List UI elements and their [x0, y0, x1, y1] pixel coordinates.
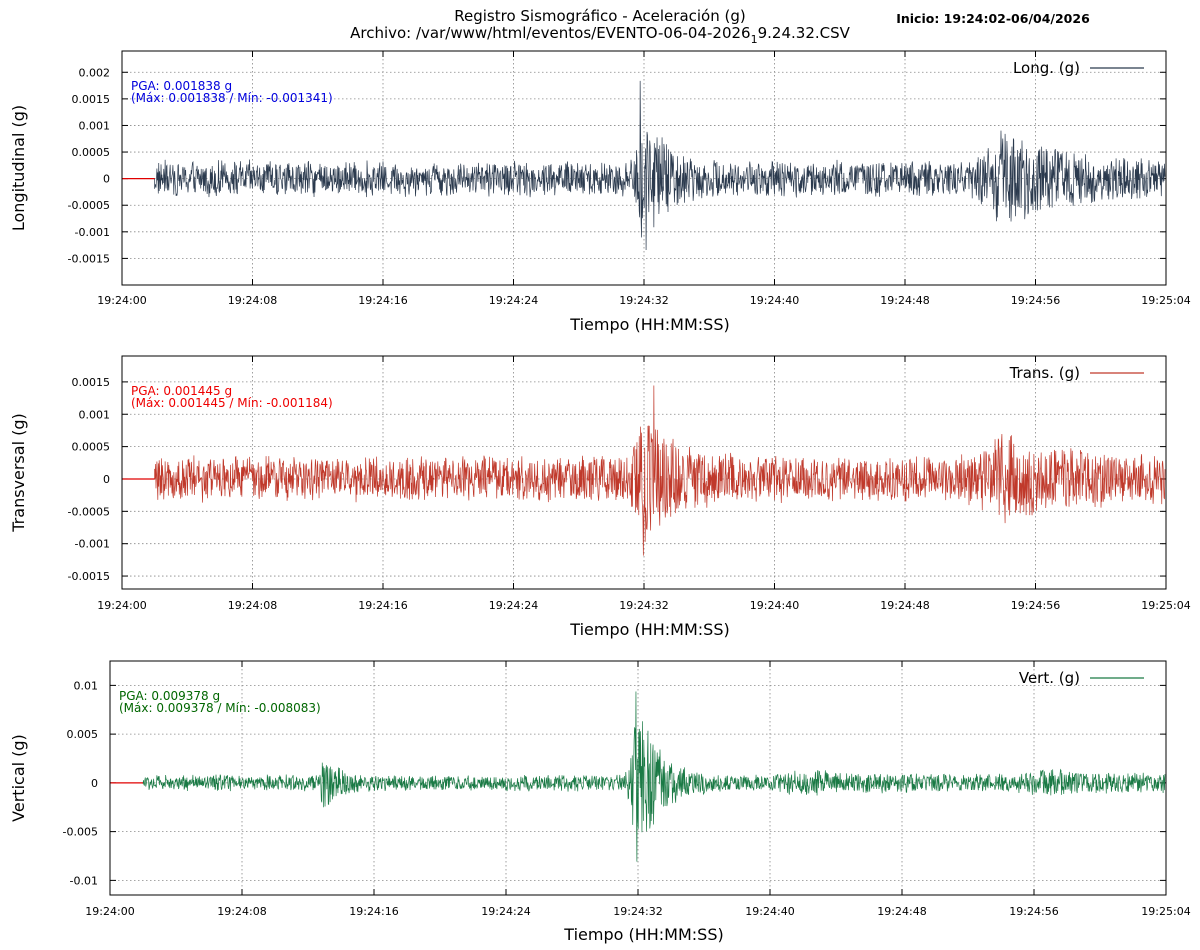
x-axis-title: Tiempo (HH:MM:SS) [563, 925, 723, 944]
plot-frame [121, 355, 1167, 590]
series-line-1 [122, 385, 1166, 556]
pga-annotation: PGA: 0.001838 g [131, 79, 232, 93]
range-annotation: (Máx: 0.009378 / Mín: -0.008083) [119, 701, 321, 715]
panel-longitudinal: 19:24:00 19:24:08 19:24:16 19:24:24 19:24:32… [9, 50, 1191, 334]
x-tick-label-19-24-40: 19:24:40 [745, 905, 794, 918]
y-tick-label-0-0015: -0.0015 [68, 570, 110, 583]
x-tick-label-19-25-04: 19:25:04 [1141, 905, 1190, 918]
x-tick-label-19-24-00: 19:24:00 [97, 294, 146, 307]
panel-vertical: 19:24:00 19:24:08 19:24:16 19:24:24 19:24:32… [9, 660, 1191, 944]
x-tick-label-19-24-40: 19:24:40 [750, 294, 799, 307]
x-tick-label-19-24-48: 19:24:48 [877, 905, 926, 918]
y-axis-title: Transversal (g) [9, 413, 28, 532]
y-axis-title: Longitudinal (g) [9, 105, 28, 231]
x-tick-label-19-24-00: 19:24:00 [85, 905, 134, 918]
range-annotation: (Máx: 0.001445 / Mín: -0.001184) [131, 396, 333, 410]
y-tick-label-0-001: -0.001 [75, 538, 110, 551]
legend: Vert. (g) [1019, 669, 1144, 687]
legend: Trans. (g) [1009, 364, 1144, 382]
range-annotation: (Máx: 0.001838 / Mín: -0.001341) [131, 91, 333, 105]
y-tick-label-0: 0 [91, 777, 98, 790]
x-tick-label-19-24-32: 19:24:32 [613, 905, 662, 918]
x-tick-label-19-24-40: 19:24:40 [750, 599, 799, 612]
file-path-suffix: 9.24.32.CSV [758, 24, 851, 42]
x-tick-label-19-24-48: 19:24:48 [880, 294, 929, 307]
file-path: Archivo: /var/www/html/eventos/EVENTO-06… [350, 24, 851, 46]
legend: Long. (g) [1013, 59, 1144, 77]
x-tick-label-19-24-24: 19:24:24 [481, 905, 530, 918]
y-tick-label-0: 0 [103, 173, 110, 186]
y-tick-label-0-005: 0.005 [67, 728, 99, 741]
panel-transversal: 19:24:00 19:24:08 19:24:16 19:24:24 19:24:32… [9, 355, 1191, 639]
x-tick-label-19-24-32: 19:24:32 [619, 599, 668, 612]
file-path-prefix: Archivo: /var/www/html/eventos/EVENTO-06… [350, 24, 751, 42]
y-tick-label-0-0005: 0.0005 [72, 146, 111, 159]
x-tick-label-19-24-56: 19:24:56 [1011, 599, 1060, 612]
y-tick-label-0-002: 0.002 [79, 66, 111, 79]
y-tick-label-0-001: 0.001 [79, 408, 111, 421]
x-tick-label-19-24-16: 19:24:16 [349, 905, 398, 918]
legend-label: Long. (g) [1013, 59, 1080, 77]
file-path-subscript: 1 [751, 33, 758, 46]
x-tick-label-19-25-04: 19:25:04 [1141, 599, 1190, 612]
legend-label: Vert. (g) [1019, 669, 1080, 687]
y-tick-label-0-0015: -0.0015 [68, 252, 110, 265]
x-tick-label-19-24-48: 19:24:48 [880, 599, 929, 612]
start-time-label: Inicio: 19:24:02-06/04/2026 [896, 11, 1090, 26]
x-tick-label-19-24-56: 19:24:56 [1009, 905, 1058, 918]
x-tick-label-19-25-04: 19:25:04 [1141, 294, 1190, 307]
plot-frame [109, 660, 1167, 896]
y-tick-label-0-0005: 0.0005 [72, 441, 111, 454]
y-tick-label-0-001: 0.001 [79, 119, 111, 132]
y-tick-label-0-01: -0.01 [70, 874, 98, 887]
y-tick-label-0-0005: -0.0005 [68, 199, 110, 212]
y-tick-label-0: 0 [103, 473, 110, 486]
y-tick-label-0-001: -0.001 [75, 226, 110, 239]
x-axis-title: Tiempo (HH:MM:SS) [569, 620, 729, 639]
series-line-2 [110, 691, 1166, 862]
x-tick-label-19-24-56: 19:24:56 [1011, 294, 1060, 307]
x-axis-title: Tiempo (HH:MM:SS) [569, 315, 729, 334]
x-tick-label-19-24-16: 19:24:16 [358, 294, 407, 307]
x-tick-label-19-24-24: 19:24:24 [489, 599, 538, 612]
x-tick-label-19-24-08: 19:24:08 [228, 599, 277, 612]
x-tick-label-19-24-16: 19:24:16 [358, 599, 407, 612]
x-tick-label-19-24-24: 19:24:24 [489, 294, 538, 307]
series-line-0 [122, 80, 1166, 250]
y-tick-label-0-005: -0.005 [63, 826, 98, 839]
y-tick-label-0-0005: -0.0005 [68, 505, 110, 518]
y-tick-label-0-0015: 0.0015 [72, 93, 111, 106]
pga-annotation: PGA: 0.001445 g [131, 384, 232, 398]
chart-title: Registro Sismográfico - Aceleración (g) [454, 7, 745, 25]
plot-frame [121, 50, 1167, 286]
pga-annotation: PGA: 0.009378 g [119, 689, 220, 703]
y-tick-label-0-0015: 0.0015 [72, 376, 111, 389]
x-tick-label-19-24-08: 19:24:08 [228, 294, 277, 307]
x-tick-label-19-24-08: 19:24:08 [217, 905, 266, 918]
x-tick-label-19-24-00: 19:24:00 [97, 599, 146, 612]
x-tick-label-19-24-32: 19:24:32 [619, 294, 668, 307]
legend-label: Trans. (g) [1009, 364, 1080, 382]
y-axis-title: Vertical (g) [9, 734, 28, 822]
y-tick-label-0-01: 0.01 [74, 679, 99, 692]
